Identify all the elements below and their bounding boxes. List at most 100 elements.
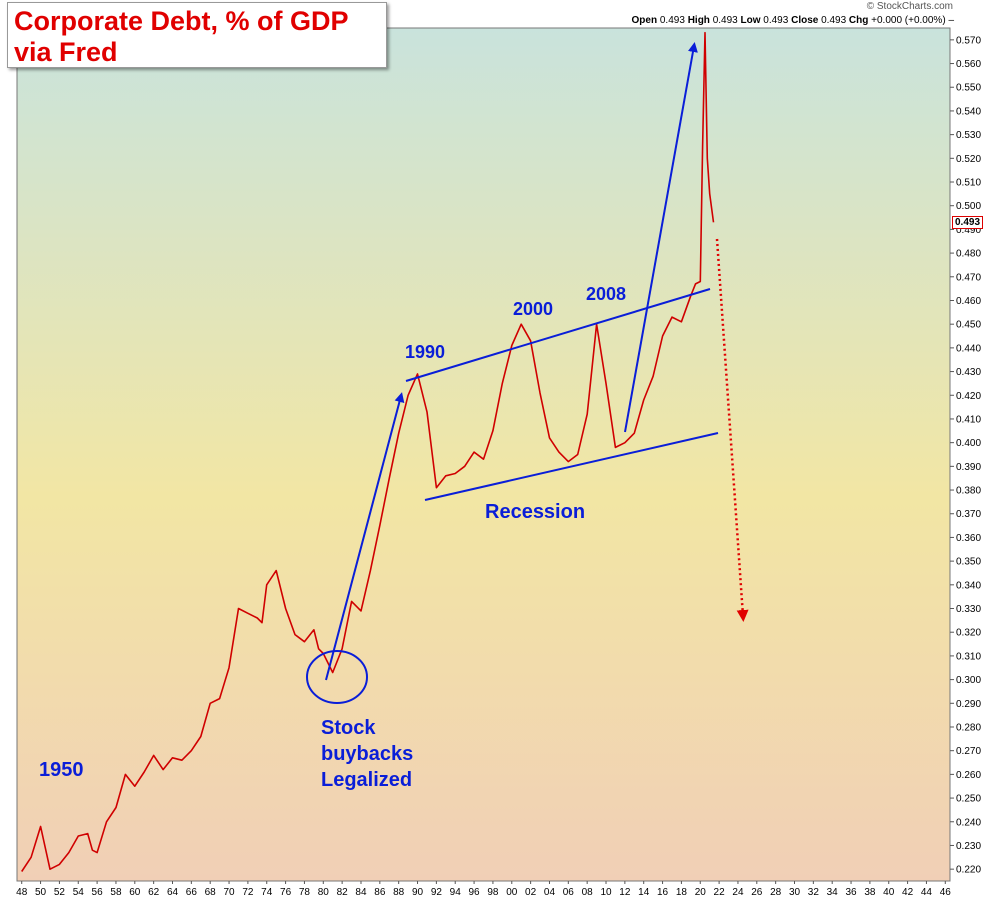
x-tick-label: 86 [374, 887, 386, 898]
y-tick-label: 0.230 [956, 841, 981, 852]
x-tick-label: 20 [695, 887, 707, 898]
x-tick-label: 02 [525, 887, 537, 898]
y-tick-label: 0.460 [956, 296, 981, 307]
x-tick-label: 78 [299, 887, 311, 898]
x-tick-label: 58 [110, 887, 122, 898]
x-tick-label: 44 [921, 887, 933, 898]
annotation-label-2000: 2000 [513, 299, 553, 319]
x-tick-label: 52 [54, 887, 66, 898]
y-tick-label: 0.260 [956, 770, 981, 781]
x-tick-label: 88 [393, 887, 405, 898]
x-tick-label: 92 [431, 887, 443, 898]
annotation-lower-channel-line [424, 432, 719, 501]
x-tick-label: 00 [506, 887, 518, 898]
annotation-label-1990: 1990 [405, 342, 445, 362]
close-label: Close [791, 15, 819, 26]
x-tick-label: 46 [940, 887, 952, 898]
chg-value: +0.000 (+0.00%) [871, 15, 946, 26]
x-tick-label: 10 [600, 887, 612, 898]
x-tick-label: 48 [16, 887, 28, 898]
y-axis: 0.220 0.230 0.240 0.250 0.260 0.270 0.280 0.290… [950, 35, 981, 876]
x-tick-label: 70 [223, 887, 235, 898]
y-tick-label: 0.320 [956, 628, 981, 639]
high-value: 0.493 [712, 15, 738, 26]
y-tick-label: 0.560 [956, 59, 981, 70]
last-price-tag: 0.493 [952, 216, 984, 229]
x-tick-label: 76 [280, 887, 292, 898]
y-tick-label: 0.350 [956, 557, 981, 568]
x-tick-label: 08 [582, 887, 594, 898]
y-tick-label: 0.240 [956, 817, 981, 828]
ohlc-dash: – [948, 15, 954, 26]
annotation-upper-channel-line [405, 288, 711, 382]
x-tick-label: 94 [450, 887, 462, 898]
x-tick-label: 68 [205, 887, 217, 898]
x-tick-label: 56 [92, 887, 104, 898]
annotation-arrow-2012 [624, 42, 698, 433]
close-value: 0.493 [821, 15, 847, 26]
open-label: Open [631, 15, 658, 26]
annotation-label-1950: 1950 [39, 759, 84, 781]
x-axis: 48 50 52 54 56 58 60 62 64 66 68 70 72 74 76 78 80 82 84 86… [16, 881, 951, 898]
x-tick-label: 16 [657, 887, 669, 898]
stockcharts-watermark: © StockCharts.com [866, 1, 953, 12]
y-tick-label: 0.520 [956, 154, 981, 165]
ohlc-readout: Open 0.493 High 0.493 Low 0.493 Close 0.… [632, 15, 954, 26]
x-tick-label: 96 [469, 887, 481, 898]
x-tick-label: 30 [789, 887, 801, 898]
chart-title: Corporate Debt, % of GDP [14, 6, 349, 36]
series-line [21, 31, 715, 872]
low-label: Low [740, 15, 761, 26]
y-tick-label: 0.480 [956, 249, 981, 260]
high-label: High [687, 15, 710, 26]
x-tick-label: 28 [770, 887, 782, 898]
open-value: 0.493 [659, 15, 685, 26]
y-tick-label: 0.300 [956, 675, 981, 686]
x-tick-label: 42 [902, 887, 914, 898]
x-tick-label: 84 [355, 887, 367, 898]
x-tick-label: 74 [261, 887, 273, 898]
y-tick-label: 0.390 [956, 462, 981, 473]
x-tick-label: 12 [619, 887, 631, 898]
y-tick-label: 0.270 [956, 746, 981, 757]
annotation-label-recession: Recession [485, 501, 585, 523]
x-tick-label: 90 [412, 887, 424, 898]
y-tick-label: 0.530 [956, 130, 981, 141]
y-tick-label: 0.330 [956, 604, 981, 615]
x-tick-label: 06 [563, 887, 575, 898]
plot-area [16, 27, 951, 882]
x-tick-label: 18 [676, 887, 688, 898]
x-tick-label: 66 [186, 887, 198, 898]
x-tick-label: 34 [827, 887, 839, 898]
x-tick-label: 50 [35, 887, 47, 898]
y-tick-label: 0.220 [956, 865, 981, 876]
y-tick-label: 0.410 [956, 414, 981, 425]
chart-subtitle: via Fred [14, 37, 118, 67]
x-tick-label: 64 [167, 887, 179, 898]
y-tick-label: 0.500 [956, 201, 981, 212]
y-tick-label: 0.470 [956, 272, 981, 283]
x-tick-label: 22 [714, 887, 726, 898]
x-tick-label: 60 [129, 887, 141, 898]
x-tick-label: 82 [337, 887, 349, 898]
annotation-arrow-buybacks [325, 392, 405, 681]
y-tick-label: 0.360 [956, 533, 981, 544]
annotation-label-buybacks-2: buybacks [321, 743, 413, 765]
y-tick-label: 0.450 [956, 320, 981, 331]
y-tick-label: 0.510 [956, 178, 981, 189]
y-tick-label: 0.280 [956, 722, 981, 733]
x-tick-label: 38 [864, 887, 876, 898]
x-tick-label: 14 [638, 887, 650, 898]
y-tick-label: 0.420 [956, 391, 981, 402]
x-tick-label: 40 [883, 887, 895, 898]
y-tick-label: 0.290 [956, 699, 981, 710]
y-tick-label: 0.540 [956, 106, 981, 117]
x-tick-label: 32 [808, 887, 820, 898]
x-tick-label: 98 [487, 887, 499, 898]
y-tick-label: 0.490 [956, 225, 981, 236]
x-tick-label: 24 [732, 887, 744, 898]
x-tick-label: 26 [751, 887, 763, 898]
x-tick-label: 62 [148, 887, 160, 898]
y-tick-label: 0.340 [956, 580, 981, 591]
